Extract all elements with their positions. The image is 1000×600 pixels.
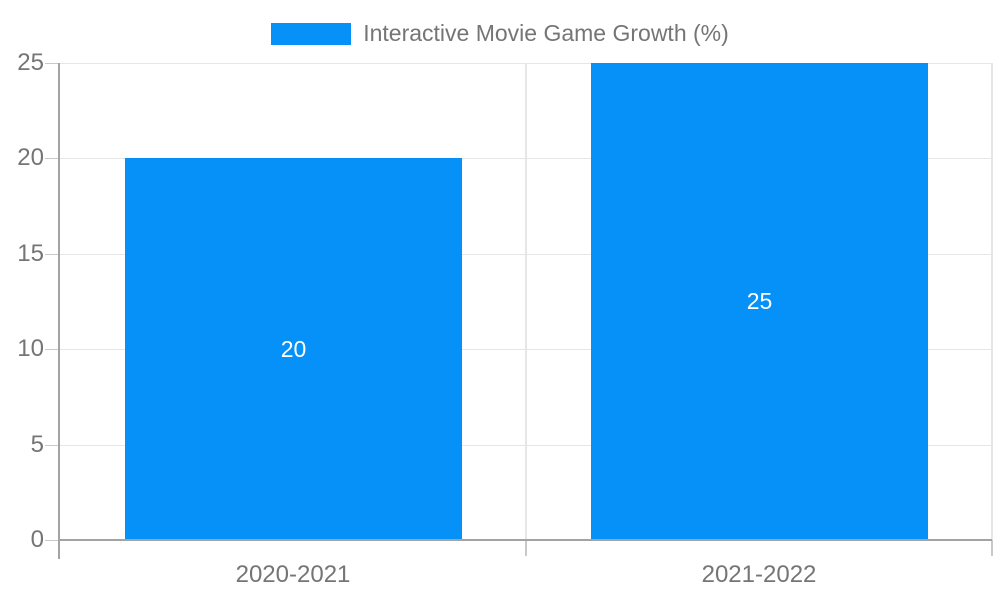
category-divider-1 [525, 63, 527, 540]
y-axis-label-5: 5 [30, 431, 44, 458]
y-axis-tick-20 [45, 158, 60, 159]
legend-swatch-icon [271, 22, 352, 45]
y-axis-label-15: 15 [17, 240, 44, 267]
y-axis-tick-10 [45, 349, 60, 350]
x-axis-label-2020-2021: 2020-2021 [235, 561, 351, 588]
y-axis-tick-25 [45, 63, 60, 64]
y-axis-label-10: 10 [17, 335, 44, 362]
x-axis-line [58, 539, 992, 541]
legend-label: Interactive Movie Game Growth (%) [363, 20, 729, 46]
legend[interactable]: Interactive Movie Game Growth (%) [0, 20, 1000, 47]
x-axis-label-2021-2022: 2021-2022 [701, 561, 817, 588]
y-axis-line [58, 63, 60, 559]
category-divider-2 [991, 63, 993, 540]
y-axis-label-20: 20 [17, 144, 44, 171]
y-axis-label-25: 25 [17, 49, 44, 76]
x-axis-tick-2 [991, 540, 993, 556]
y-axis-tick-0 [45, 540, 60, 541]
x-axis-tick-1 [525, 540, 527, 556]
y-axis-tick-5 [45, 445, 60, 446]
bar-value-label: 20 [280, 335, 307, 362]
bar-value-label: 25 [746, 288, 773, 314]
y-axis-tick-15 [45, 254, 60, 255]
bar-2021-2022[interactable]: 25 [591, 63, 928, 540]
y-axis-label-0: 0 [30, 526, 44, 553]
bar-2020-2021[interactable]: 20 [125, 158, 462, 540]
